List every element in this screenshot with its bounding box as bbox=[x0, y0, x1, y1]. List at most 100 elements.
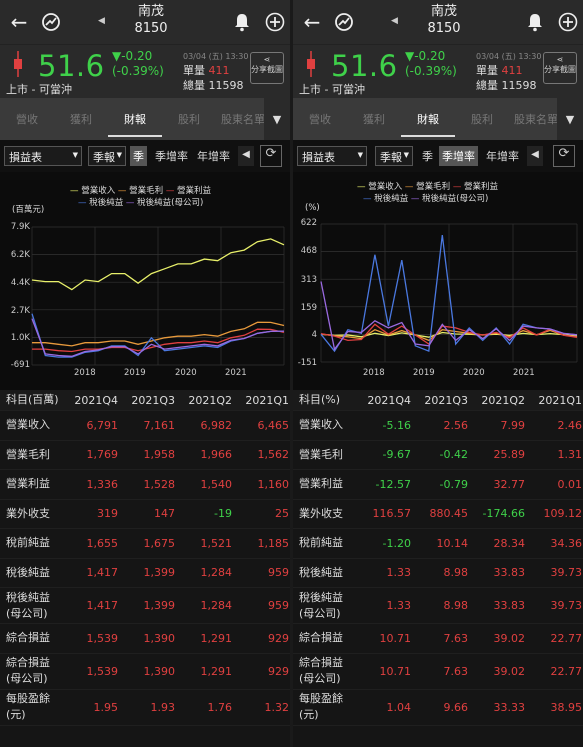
table-cell: 34.36 bbox=[550, 536, 583, 550]
rotate-icon[interactable]: ⟳ bbox=[553, 145, 575, 167]
report-select-value: 損益表 bbox=[9, 151, 42, 164]
y-tick: 1.0K bbox=[10, 333, 30, 343]
add-icon[interactable] bbox=[262, 9, 288, 35]
row-label: 稅前純益 bbox=[299, 536, 343, 550]
tab-more-icon[interactable]: ▼ bbox=[264, 98, 290, 140]
header-cell: 科目(百萬) bbox=[6, 393, 59, 406]
table-cell: 1,540 bbox=[200, 477, 233, 491]
table-cell: 39.02 bbox=[493, 664, 526, 678]
share-icon: ⋖ bbox=[263, 55, 271, 64]
table-cell: 1,528 bbox=[143, 477, 176, 491]
table-cell: 8.98 bbox=[443, 599, 469, 612]
tab-profit[interactable]: 獲利 bbox=[363, 113, 385, 126]
stock-title[interactable]: ◀ 南茂 8150 bbox=[391, 3, 479, 37]
x-tick: 2021 bbox=[225, 368, 247, 378]
prev-stock-icon[interactable]: ◀ bbox=[391, 16, 398, 26]
chart-area: — 營業收入 — 營業毛利 — 營業利益 — 稅後純益 — 稅後純益(母公司) … bbox=[0, 172, 290, 390]
series-line-營業毛利 bbox=[32, 321, 285, 347]
header-cell: 2021Q4 bbox=[367, 393, 411, 407]
table-cell: 1,417 bbox=[86, 566, 119, 580]
yoy-button[interactable]: 年增率 bbox=[197, 150, 230, 163]
gauge-icon[interactable] bbox=[331, 9, 357, 35]
yoy-button[interactable]: 年增率 bbox=[486, 150, 519, 163]
table-cell: 116.57 bbox=[372, 507, 412, 521]
row-label: 綜合損益 bbox=[6, 631, 50, 645]
table-cell: 6,982 bbox=[200, 418, 233, 432]
y-tick: 468 bbox=[300, 246, 317, 256]
scroll-left-icon[interactable]: ◀ bbox=[527, 146, 543, 166]
legend-revenue: 營業收入 bbox=[81, 186, 116, 196]
table-cell: 1,399 bbox=[143, 566, 176, 580]
back-arrow-icon[interactable]: ← bbox=[10, 10, 28, 34]
scroll-left-icon[interactable]: ◀ bbox=[238, 146, 254, 166]
table-cell: -174.66 bbox=[482, 507, 525, 521]
chart-unit: (%) bbox=[305, 203, 320, 213]
tab-revenue[interactable]: 營收 bbox=[309, 113, 331, 126]
x-tick: 2018 bbox=[74, 368, 96, 378]
share-button[interactable]: ⋖ 分享截圖 bbox=[543, 52, 577, 84]
share-label: 分享截圖 bbox=[544, 65, 576, 74]
table-cell: 1,562 bbox=[257, 448, 290, 462]
tab-more-icon[interactable]: ▼ bbox=[557, 98, 583, 140]
stock-title[interactable]: ◀ 南茂 8150 bbox=[98, 3, 186, 37]
tab-shareholders[interactable]: 股東名單 bbox=[221, 113, 265, 126]
quarter-button[interactable]: 季 bbox=[422, 150, 433, 163]
table-header: 科目(%) 2021Q4 2021Q3 2021Q2 2021Q1 bbox=[293, 390, 583, 411]
table-cell: -0.42 bbox=[439, 448, 468, 462]
gauge-icon[interactable] bbox=[38, 9, 64, 35]
row-label: 營業收入 bbox=[6, 418, 50, 432]
table-row: 每股盈餘(元) 1.04 9.66 33.33 38.95 bbox=[293, 690, 583, 726]
legend-net: 稅後純益 bbox=[374, 194, 409, 204]
bell-icon[interactable] bbox=[229, 9, 255, 35]
table-cell: 6,465 bbox=[257, 418, 290, 432]
chart-plot bbox=[31, 226, 285, 366]
report-select[interactable]: 損益表 ▼ bbox=[4, 146, 82, 166]
table-cell: 22.77 bbox=[550, 664, 583, 678]
control-bar: 損益表 ▼ 季報 ▼ 季 季增率 年增率 ◀ ⟳ bbox=[0, 140, 290, 172]
period-select[interactable]: 季報 ▼ bbox=[375, 146, 413, 166]
table-cell: 33.83 bbox=[493, 599, 526, 612]
share-button[interactable]: ⋖ 分享截圖 bbox=[250, 52, 284, 84]
y-tick: -151 bbox=[297, 358, 317, 368]
report-select[interactable]: 損益表 ▼ bbox=[297, 146, 367, 166]
x-tick: 2020 bbox=[175, 368, 197, 378]
prev-stock-icon[interactable]: ◀ bbox=[98, 16, 105, 26]
table-cell: 1,958 bbox=[143, 448, 176, 462]
quarter-button[interactable]: 季 bbox=[130, 146, 147, 166]
table-row: 營業利益 1,336 1,528 1,540 1,160 bbox=[0, 470, 290, 500]
header-cell: 2021Q3 bbox=[131, 393, 175, 407]
table-cell: 319 bbox=[97, 507, 118, 521]
row-label: 每股盈餘(元) bbox=[299, 692, 343, 721]
vol-label: 總量 bbox=[476, 79, 498, 92]
tab-dividend[interactable]: 股利 bbox=[471, 113, 493, 126]
qoq-button[interactable]: 季增率 bbox=[439, 146, 478, 166]
add-icon[interactable] bbox=[555, 9, 581, 35]
tab-financials[interactable]: 財報 bbox=[108, 111, 162, 137]
rotate-icon[interactable]: ⟳ bbox=[260, 145, 282, 167]
qoq-button[interactable]: 季增率 bbox=[155, 150, 188, 163]
table-cell: 1,539 bbox=[86, 631, 119, 645]
x-tick: 2019 bbox=[124, 368, 146, 378]
tab-shareholders[interactable]: 股東名單 bbox=[514, 113, 558, 126]
tab-dividend[interactable]: 股利 bbox=[178, 113, 200, 126]
row-label: 稅後純益(母公司) bbox=[299, 590, 343, 620]
change-value: ▼-0.20 bbox=[405, 49, 446, 63]
bell-icon[interactable] bbox=[522, 9, 548, 35]
table-cell: 10.71 bbox=[379, 664, 412, 678]
table-row: 每股盈餘(元) 1.95 1.93 1.76 1.32 bbox=[0, 690, 290, 726]
tab-financials[interactable]: 財報 bbox=[401, 111, 455, 137]
market-label: 上市 - 可當沖 bbox=[299, 83, 365, 96]
period-select[interactable]: 季報 ▼ bbox=[88, 146, 126, 166]
share-icon: ⋖ bbox=[556, 55, 564, 64]
table-cell: -19 bbox=[214, 507, 232, 521]
vol-value: 11598 bbox=[208, 79, 244, 92]
table-cell: 1.32 bbox=[264, 700, 290, 714]
table-cell: -1.20 bbox=[382, 536, 411, 550]
table-cell: 10.14 bbox=[436, 536, 469, 550]
back-arrow-icon[interactable]: ← bbox=[303, 10, 321, 34]
series-line-營業利益 bbox=[320, 323, 578, 345]
header-cell: 2021Q3 bbox=[424, 393, 468, 407]
tab-revenue[interactable]: 營收 bbox=[16, 113, 38, 126]
tab-profit[interactable]: 獲利 bbox=[70, 113, 92, 126]
table-cell: 1,966 bbox=[200, 448, 233, 462]
